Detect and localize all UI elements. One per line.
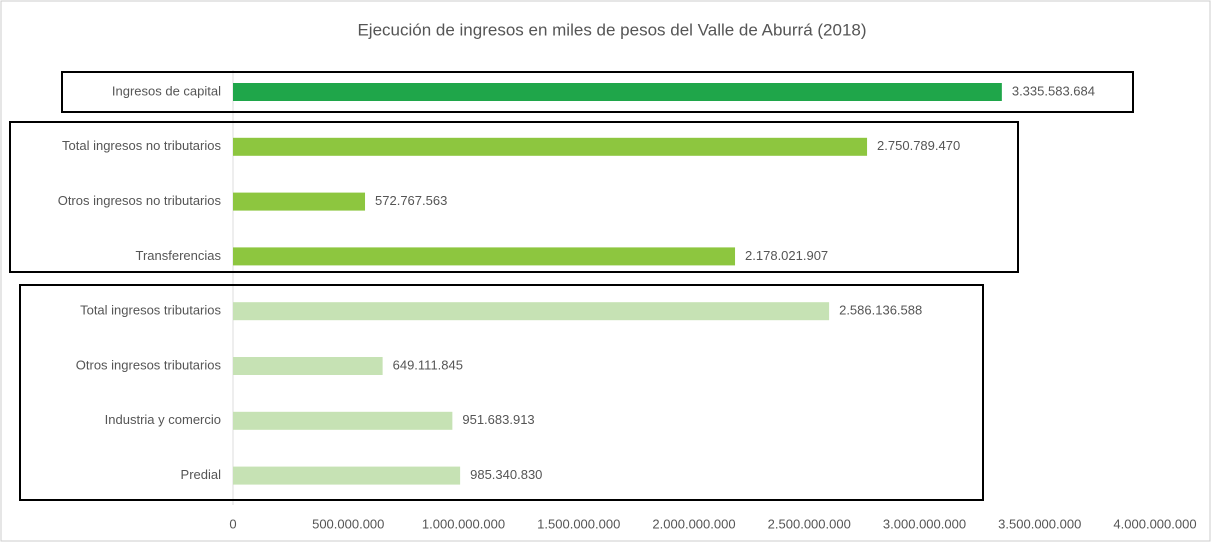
y-tick-label: Total ingresos no tributarios	[62, 138, 221, 153]
bar	[233, 247, 736, 266]
x-tick-label: 500.000.000	[312, 516, 384, 531]
bar	[233, 137, 868, 156]
group-box	[19, 284, 984, 501]
x-tick-label: 1.000.000.000	[422, 516, 505, 531]
y-tick-label: Ingresos de capital	[112, 83, 221, 98]
chart-title: Ejecución de ingresos en miles de pesos …	[357, 20, 866, 39]
bar	[233, 466, 461, 485]
value-label: 3.335.583.684	[1012, 83, 1095, 98]
y-tick-label: Transferencias	[136, 248, 222, 263]
x-tick-label: 0	[229, 516, 236, 531]
x-tick-label: 4.000.000.000	[1113, 516, 1196, 531]
value-label: 951.683.913	[462, 412, 534, 427]
bar	[233, 357, 383, 375]
y-tick-label: Industria y comercio	[105, 412, 221, 427]
bar	[233, 83, 1002, 101]
bar	[233, 192, 366, 211]
x-tick-label: 3.500.000.000	[998, 516, 1081, 531]
y-tick-label: Total ingresos tributarios	[80, 303, 221, 318]
x-tick-label: 2.000.000.000	[652, 516, 735, 531]
value-label: 985.340.830	[470, 467, 542, 482]
x-tick-label: 3.000.000.000	[883, 516, 966, 531]
x-tick-label: 2.500.000.000	[768, 516, 851, 531]
y-tick-label: Predial	[181, 467, 222, 482]
value-label: 649.111.845	[393, 357, 463, 372]
value-label: 2.750.789.470	[877, 138, 960, 153]
value-label: 2.586.136.588	[839, 303, 922, 318]
value-label: 2.178.021.907	[745, 248, 828, 263]
y-tick-label: Otros ingresos no tributarios	[58, 193, 222, 208]
group-box	[9, 121, 1019, 273]
group-box	[61, 71, 1134, 113]
x-tick-label: 1.500.000.000	[537, 516, 620, 531]
bar	[233, 302, 830, 321]
value-label: 572.767.563	[375, 193, 447, 208]
y-tick-label: Otros ingresos tributarios	[76, 357, 222, 372]
bar	[233, 411, 453, 430]
